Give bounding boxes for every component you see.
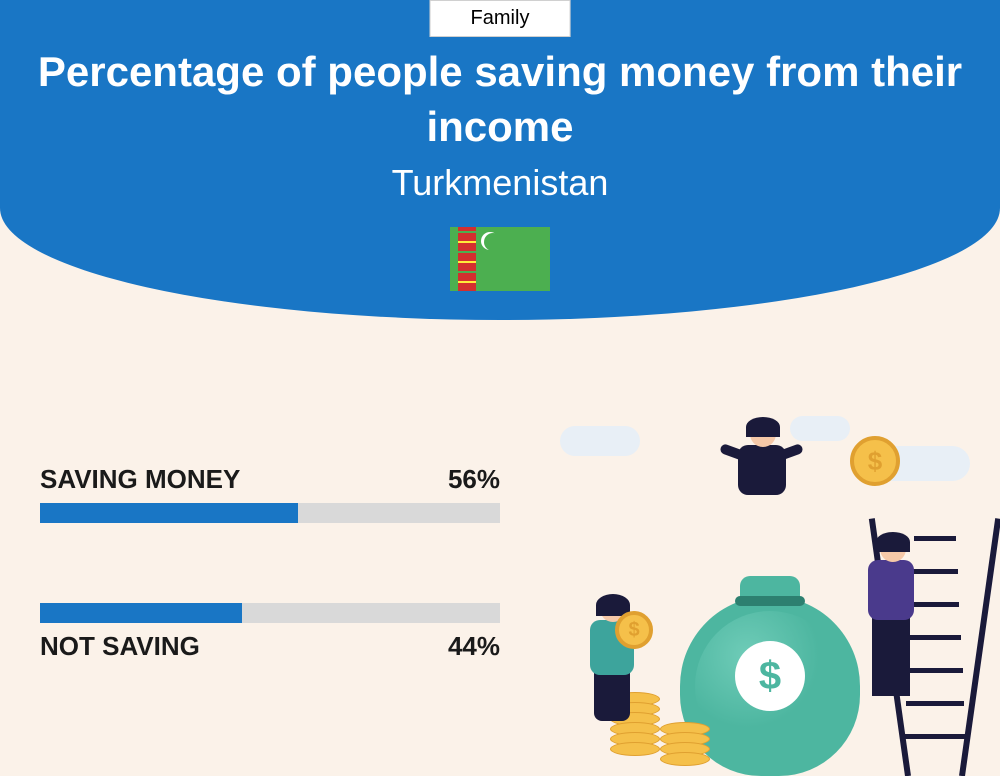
bars-container: SAVING MONEY 56% NOT SAVING 44%	[40, 464, 500, 742]
country-subtitle: Turkmenistan	[0, 162, 1000, 204]
coin-icon	[660, 752, 710, 766]
body	[738, 445, 786, 495]
category-pill: Family	[430, 0, 571, 37]
bag-tie	[735, 596, 805, 606]
dollar-sign-icon: $	[735, 641, 805, 711]
legs	[594, 671, 630, 721]
flag-crescent-icon	[484, 233, 502, 251]
person-top-icon	[710, 421, 810, 521]
bar-value: 44%	[448, 631, 500, 662]
bar-label: SAVING MONEY	[40, 464, 240, 495]
category-label: Family	[471, 7, 530, 29]
bar-labels: NOT SAVING 44%	[40, 631, 500, 662]
hair	[876, 532, 910, 552]
main-title: Percentage of people saving money from t…	[0, 45, 1000, 154]
cloud-icon	[560, 426, 640, 456]
person-ladder-icon	[860, 536, 950, 756]
coin-icon	[610, 742, 660, 756]
coin-icon: $	[850, 436, 900, 486]
bar-fill	[40, 503, 298, 523]
bar-group-not-saving: NOT SAVING 44%	[40, 603, 500, 662]
savings-illustration: $ $ $	[560, 416, 980, 776]
body	[868, 560, 914, 620]
bar-track	[40, 603, 500, 623]
hair	[746, 417, 780, 437]
bar-track	[40, 503, 500, 523]
coin-icon: $	[615, 611, 653, 649]
flag-stripe	[458, 227, 476, 291]
bar-label: NOT SAVING	[40, 631, 200, 662]
country-flag-icon	[450, 227, 550, 291]
bar-fill	[40, 603, 242, 623]
bar-labels: SAVING MONEY 56%	[40, 464, 500, 495]
bar-value: 56%	[448, 464, 500, 495]
person-sitting-icon: $	[570, 596, 650, 716]
legs	[872, 616, 910, 696]
bar-group-saving: SAVING MONEY 56%	[40, 464, 500, 523]
coin-stack-icon	[660, 726, 710, 776]
